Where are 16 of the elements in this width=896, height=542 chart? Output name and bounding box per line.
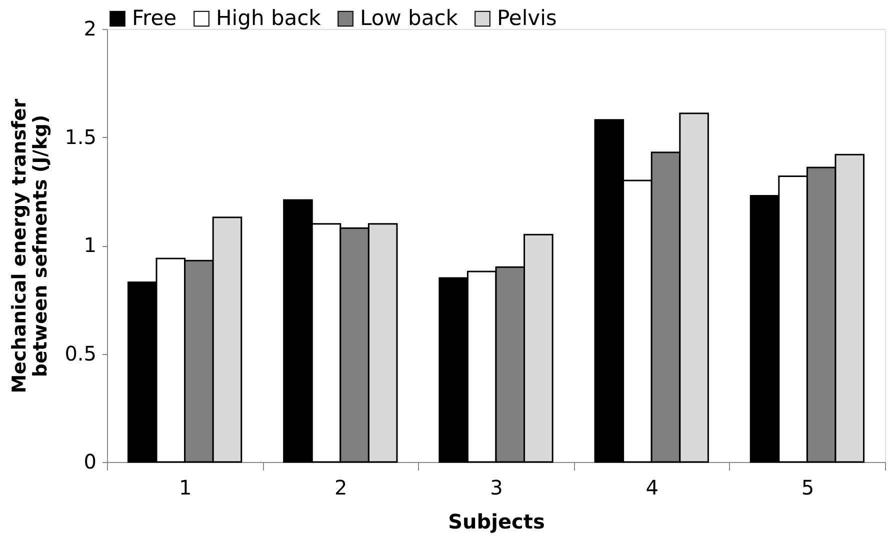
y-tick-label: 0 bbox=[84, 450, 96, 474]
x-tick-label: 5 bbox=[801, 476, 814, 500]
x-tick-label: 1 bbox=[178, 476, 192, 500]
x-tick-label: 2 bbox=[334, 476, 348, 500]
x-axis-title: Subjects bbox=[448, 510, 545, 534]
legend-label: Pelvis bbox=[497, 6, 557, 30]
y-tick-label: 0.5 bbox=[64, 341, 96, 366]
y-axis-title: Mechanical energy transfer between sefments (J/kg) bbox=[8, 98, 52, 394]
legend-label: Low back bbox=[360, 6, 459, 30]
legend-label: Free bbox=[132, 6, 177, 30]
x-tick-label: 4 bbox=[646, 476, 658, 500]
legend-label: High back bbox=[216, 6, 322, 30]
y-tick-label: 1 bbox=[84, 233, 96, 257]
y-tick-label: 1.5 bbox=[64, 124, 96, 149]
x-tick-label: 3 bbox=[490, 476, 503, 500]
y-tick-label: 2 bbox=[84, 16, 96, 40]
